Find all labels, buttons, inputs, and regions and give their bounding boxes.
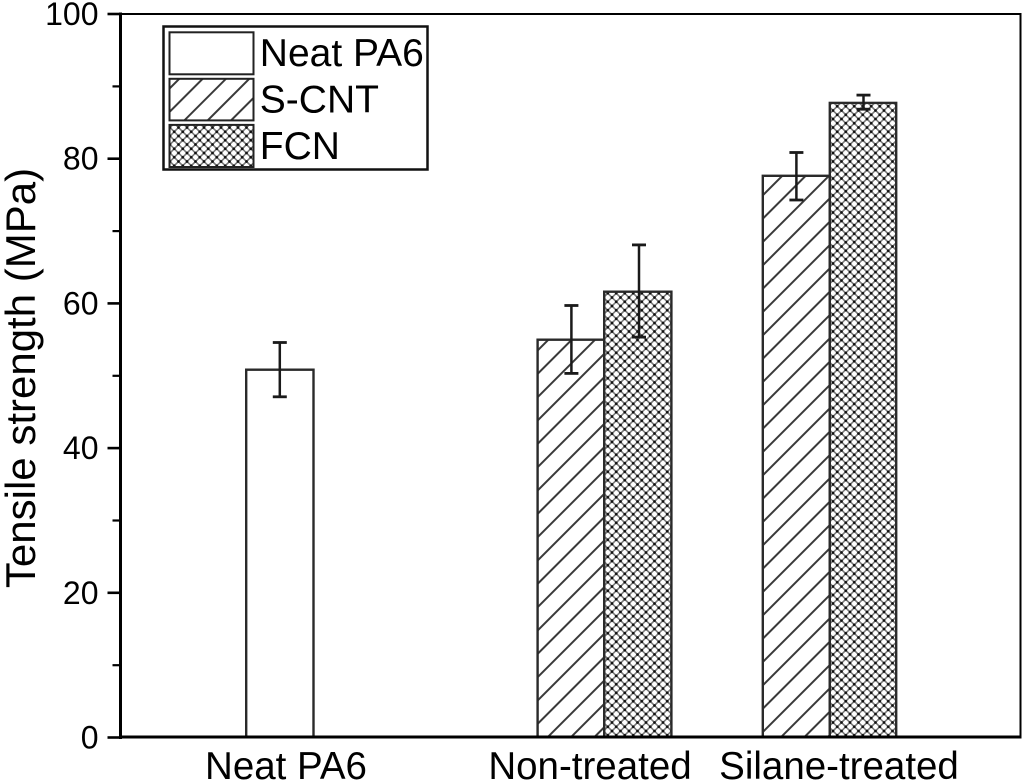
svg-text:S-CNT: S-CNT [260, 79, 379, 122]
svg-text:FCN: FCN [260, 125, 340, 168]
svg-text:0: 0 [81, 720, 99, 756]
svg-text:Tensile strength (MPa): Tensile strength (MPa) [0, 168, 44, 588]
svg-text:Silane-treated: Silane-treated [719, 745, 959, 782]
svg-text:40: 40 [63, 430, 99, 466]
svg-text:Neat PA6: Neat PA6 [205, 745, 367, 782]
svg-text:80: 80 [63, 141, 99, 177]
svg-text:60: 60 [63, 285, 99, 321]
svg-text:Neat PA6: Neat PA6 [260, 32, 424, 75]
svg-text:20: 20 [63, 575, 99, 611]
svg-text:Non-treated: Non-treated [488, 745, 691, 782]
svg-text:100: 100 [45, 0, 98, 32]
